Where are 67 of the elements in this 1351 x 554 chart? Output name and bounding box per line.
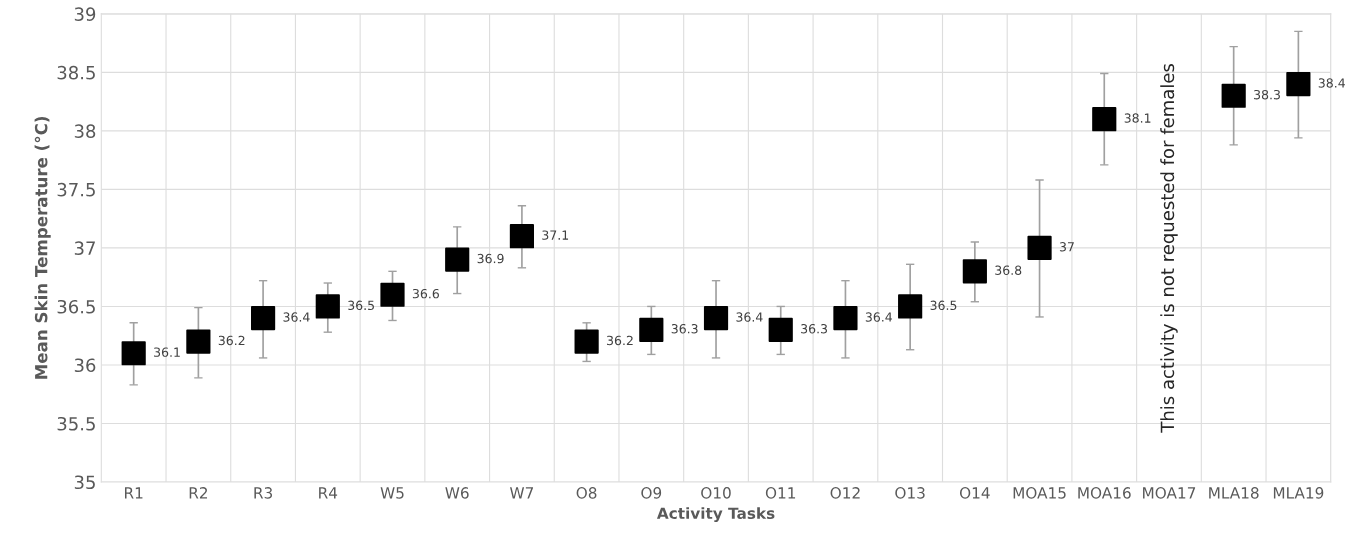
point: [574, 329, 599, 354]
x-tick-label: O8: [576, 487, 597, 499]
y-tick-label: 37: [74, 241, 95, 256]
data-label: 36.1: [154, 347, 180, 357]
y-tick-label: 38.5: [57, 65, 95, 80]
x-tick-label: O14: [959, 487, 990, 499]
data-label: 36.3: [671, 324, 698, 334]
x-tick-label: R4: [319, 487, 338, 499]
data-label: 36.8: [995, 265, 1022, 275]
data-label: 38.4: [1318, 78, 1345, 88]
point: [121, 341, 146, 366]
y-tick-label: 38: [74, 124, 96, 138]
x-tick-label: O13: [895, 487, 925, 499]
y-tick-label: 39: [74, 7, 96, 21]
x-tick-label: MOA16: [1078, 487, 1131, 499]
y-tick-label: 35.5: [57, 416, 95, 431]
x-tick-label: O9: [641, 487, 662, 499]
point: [509, 224, 535, 249]
y-tick-label: 35: [74, 475, 95, 490]
point: [703, 306, 729, 331]
point: [1027, 235, 1052, 261]
y-tick-label: 36.5: [57, 299, 95, 314]
y-tick-label: 36: [74, 358, 96, 373]
x-tick-label: MLA18: [1209, 487, 1259, 499]
data-label: 36.4: [283, 312, 310, 322]
x-axis-title: Activity Tasks: [656, 507, 775, 523]
point: [380, 282, 405, 307]
data-label: 36.9: [477, 253, 504, 264]
point: [1092, 107, 1117, 132]
data-label: 38.1: [1124, 113, 1151, 123]
x-tick-label: MOA15: [1013, 487, 1066, 499]
x-tick-label: MLA19: [1273, 487, 1324, 499]
point: [639, 317, 664, 342]
point: [186, 329, 211, 354]
data-label: 36.2: [218, 335, 245, 346]
data-label: 36.4: [736, 312, 763, 322]
x-tick-label: O10: [701, 487, 731, 499]
x-tick-label: MOA17: [1143, 487, 1196, 499]
data-label: 36.3: [801, 324, 828, 334]
point: [962, 259, 987, 284]
point: [898, 294, 923, 319]
x-tick-label: O12: [830, 487, 860, 499]
point: [768, 317, 793, 342]
data-label: 36.5: [930, 300, 957, 311]
x-tick-label: W7: [510, 487, 534, 499]
point: [1221, 83, 1246, 108]
annotation: This activity is not requested for females: [1160, 64, 1178, 433]
point: [445, 247, 470, 272]
x-tick-label: R1: [125, 487, 143, 499]
point: [315, 294, 340, 319]
y-tick-label: 37.5: [57, 182, 95, 197]
data-label: 36.4: [865, 312, 893, 322]
x-tick-label: R2: [189, 487, 208, 499]
y-axis-title: Mean Skin Temperature (°C): [34, 116, 51, 379]
data-label: 37.1: [542, 230, 569, 240]
data-label: 37: [1059, 242, 1074, 252]
data-label: 36.6: [412, 288, 439, 299]
data-label: 38.3: [1254, 89, 1280, 100]
x-tick-label: R3: [254, 487, 273, 499]
point: [250, 306, 276, 331]
x-tick-label: O11: [765, 487, 796, 499]
point: [833, 306, 858, 331]
x-tick-label: W5: [380, 487, 404, 499]
point: [1286, 71, 1311, 97]
x-tick-label: W6: [445, 487, 469, 499]
data-label: 36.5: [348, 300, 374, 311]
data-label: 36.2: [607, 335, 633, 346]
